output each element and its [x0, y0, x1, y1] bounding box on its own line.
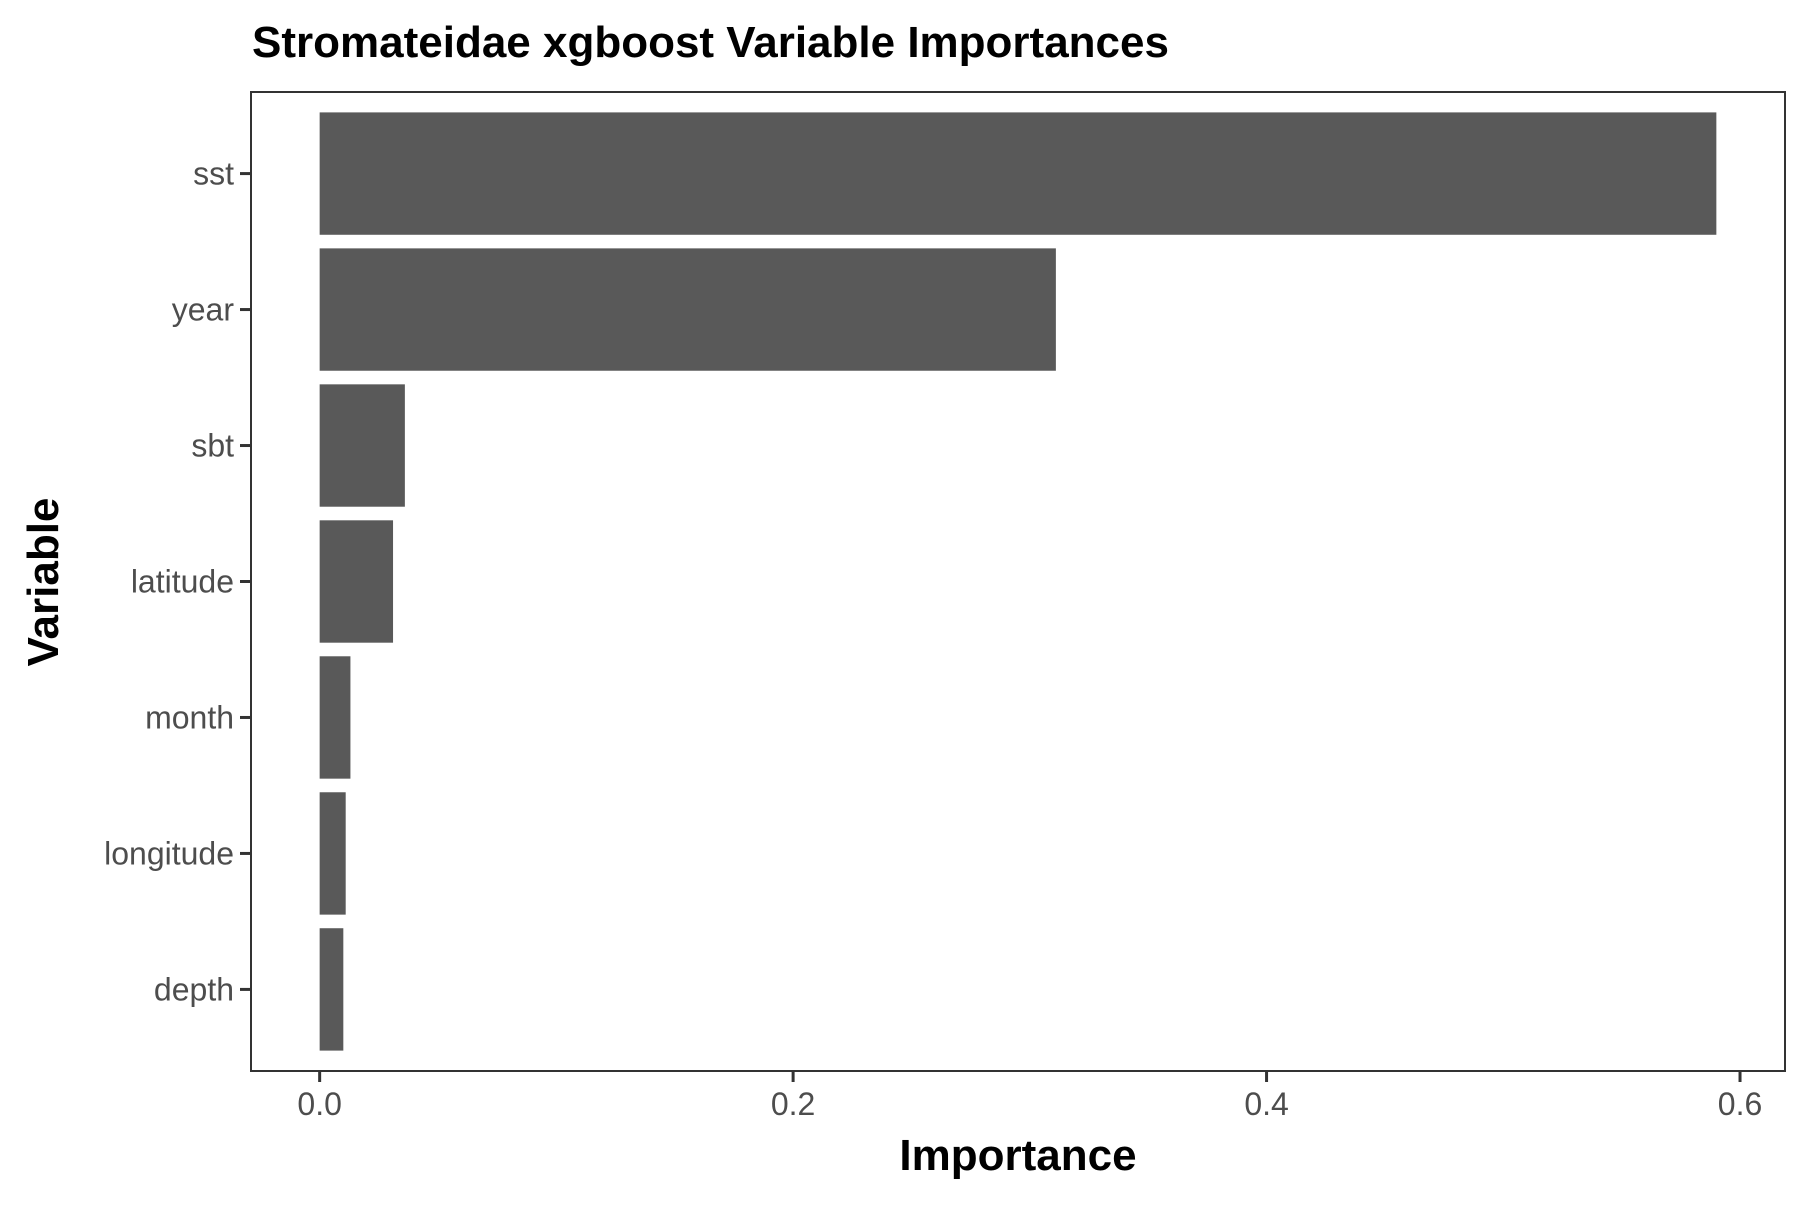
x-tick-label-2: 0.4	[1244, 1086, 1288, 1122]
y-tick-label-longitude: longitude	[104, 835, 234, 871]
y-tick-label-sbt: sbt	[191, 428, 234, 464]
bar-sbt	[319, 384, 405, 507]
bar-longitude	[319, 792, 346, 915]
y-tick-label-latitude: latitude	[131, 564, 234, 600]
bar-depth	[319, 928, 344, 1051]
y-axis-title: Variable	[19, 498, 68, 667]
y-tick-label-month: month	[145, 699, 234, 735]
bars-layer	[319, 112, 1717, 1051]
y-tick-label-depth: depth	[154, 971, 234, 1007]
bar-latitude	[319, 520, 394, 643]
x-tick-label-3: 0.6	[1718, 1086, 1762, 1122]
y-axis: sst year sbt latitude month longitude depth	[104, 156, 251, 1007]
bar-sst	[319, 112, 1717, 235]
chart-title: Stromateidae xgboost Variable Importance…	[252, 18, 1169, 67]
panel-border	[250, 91, 1786, 1072]
x-axis-title: Importance	[899, 1131, 1136, 1180]
x-tick-label-0: 0.0	[297, 1086, 341, 1122]
x-tick-label-1: 0.2	[771, 1086, 815, 1122]
y-tick-label-year: year	[172, 292, 235, 328]
bar-month	[319, 656, 351, 779]
y-tick-label-sst: sst	[193, 156, 234, 192]
bar-year	[319, 248, 1056, 371]
x-axis: 0.0 0.2 0.4 0.6	[297, 1071, 1762, 1122]
